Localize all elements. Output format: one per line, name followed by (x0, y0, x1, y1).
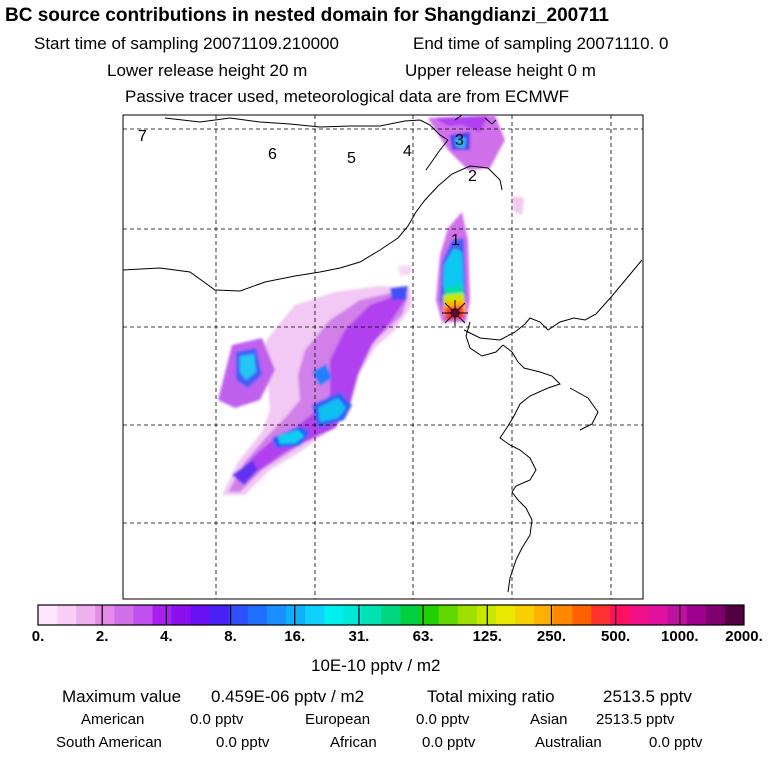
colorbar-swatch (171, 605, 192, 625)
lower-release-height: Lower release height 20 m (107, 61, 308, 80)
lat-lon-grid (123, 115, 643, 599)
region-value-american: 0.0 pptv (190, 711, 244, 728)
source-contribution-map (122, 114, 644, 600)
colorbar-swatch (305, 605, 325, 625)
colorbar-swatch (362, 605, 382, 625)
colorbar-swatch (57, 605, 77, 625)
upper-release-height: Upper release height 0 m (405, 61, 596, 80)
region-name-american: American (81, 711, 145, 728)
region-label-3: 3 (455, 132, 464, 149)
tracer-info: Passive tracer used, meteorological data… (125, 87, 570, 106)
colorbar-tick-label: 16. (284, 628, 306, 645)
colorbar (37, 604, 745, 626)
start-time-label: Start time of sampling 20071109.210000 (34, 34, 339, 53)
colorbar-swatch (457, 605, 478, 625)
colorbar-swatch (152, 605, 173, 625)
region-label-2: 2 (468, 168, 477, 185)
receptor-marker (442, 300, 468, 326)
max-value: 0.459E-06 pptv / m2 (211, 687, 365, 706)
region-name-south-american: South American (56, 734, 162, 751)
region-label-7: 7 (138, 128, 147, 145)
colorbar-tick-label: 125. (472, 628, 502, 645)
colorbar-tick-label: 2. (95, 628, 109, 645)
region-name-african: African (330, 734, 377, 751)
colorbar-tick-label: 63. (412, 628, 434, 645)
colorbar-swatch (724, 605, 745, 625)
colorbar-tick-label: 1000. (661, 628, 699, 645)
region-label-5: 5 (347, 150, 356, 167)
colorbar-swatch (133, 605, 153, 625)
colorbar-tick-label: 250. (536, 628, 567, 645)
region-label-6: 6 (268, 146, 277, 163)
colorbar-tick-label: 500. (601, 628, 631, 645)
colorbar-swatch (629, 605, 650, 625)
colorbar-swatches (38, 605, 745, 625)
colorbar-swatch (591, 605, 611, 625)
colorbar-swatch (114, 605, 134, 625)
colorbar-swatch (438, 605, 459, 625)
colorbar-swatch (343, 605, 363, 625)
colorbar-tick-label: 2000. (725, 628, 763, 645)
colorbar-unit: 10E-10 pptv / m2 (311, 656, 441, 675)
region-name-australian: Australian (535, 734, 602, 751)
colorbar-swatch (324, 605, 344, 625)
colorbar-swatch (648, 605, 669, 625)
colorbar-swatch (667, 605, 688, 625)
colorbar-swatch (553, 605, 573, 625)
colorbar-tick-label: 31. (348, 628, 370, 645)
colorbar-swatch (495, 605, 516, 625)
region-value-asian: 2513.5 pptv (596, 711, 675, 728)
region-name-european: European (305, 711, 371, 728)
colorbar-swatch (572, 605, 592, 625)
colorbar-swatch (705, 605, 726, 625)
region-value-european: 0.0 pptv (416, 711, 470, 728)
colorbar-tick-label: 4. (160, 628, 173, 645)
region-value-australian: 0.0 pptv (649, 734, 703, 751)
region-name-asian: Asian (530, 711, 568, 728)
plot-title: BC source contributions in nested domain… (5, 5, 609, 26)
colorbar-swatch (38, 605, 58, 625)
colorbar-swatch (190, 605, 211, 625)
colorbar-tick-label: 0. (31, 628, 45, 645)
colorbar-swatch (247, 605, 268, 625)
region-value-african: 0.0 pptv (422, 734, 476, 751)
colorbar-tick-label: 8. (224, 628, 237, 645)
colorbar-swatch (286, 605, 306, 625)
colorbar-swatch (400, 605, 421, 625)
colorbar-swatch (95, 605, 115, 625)
region-label-4: 4 (403, 143, 412, 160)
colorbar-swatch (515, 605, 535, 625)
colorbar-swatch (476, 605, 497, 625)
colorbar-swatch (76, 605, 96, 625)
region-value-south-american: 0.0 pptv (216, 734, 270, 751)
colorbar-swatch (419, 605, 440, 625)
total-mixing-label: Total mixing ratio (427, 687, 555, 706)
borders-and-coastline (123, 115, 643, 593)
map-frame (122, 114, 644, 600)
max-value-label: Maximum value (62, 687, 182, 706)
colorbar-swatch (686, 605, 707, 625)
colorbar-swatch (610, 605, 631, 625)
colorbar-swatch (209, 605, 230, 625)
colorbar-swatch (381, 605, 402, 625)
region-label-1: 1 (451, 232, 460, 249)
contribution-field (218, 115, 524, 495)
colorbar-swatch (534, 605, 554, 625)
colorbar-swatch (266, 605, 287, 625)
colorbar-swatch (228, 605, 249, 625)
end-time-label: End time of sampling 20071110. 0 (413, 34, 669, 53)
total-mixing-value: 2513.5 pptv (603, 687, 692, 706)
